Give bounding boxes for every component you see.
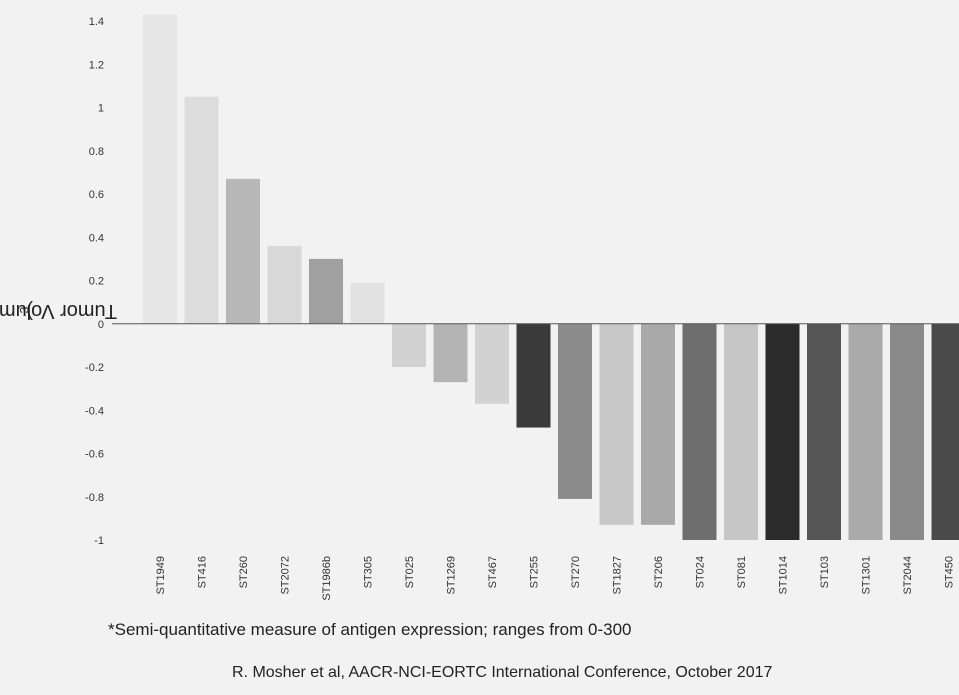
x-tick-label: ST467 — [487, 556, 499, 588]
x-tick-label: ST1269 — [446, 556, 458, 595]
citation: R. Mosher et al, AACR-NCI-EORTC Internat… — [232, 664, 773, 681]
y-tick-label: 0.4 — [89, 232, 104, 244]
y-tick-label: 1.4 — [89, 16, 104, 28]
bar-st081 — [724, 323, 758, 540]
x-tick-label: ST1949 — [155, 556, 167, 595]
bar-st1986b — [309, 258, 343, 324]
bar-st270 — [558, 323, 592, 499]
x-tick-label: ST025 — [404, 556, 416, 588]
bar-st1827 — [599, 323, 634, 525]
bar-st103 — [807, 323, 841, 540]
bar-st1949 — [143, 14, 177, 324]
bar-st467 — [475, 323, 509, 404]
y-tick-label: 0.6 — [89, 189, 104, 201]
x-tick-label: ST1301 — [861, 556, 873, 595]
bar-st1301 — [848, 323, 883, 540]
y-tick-label: -1 — [94, 535, 104, 547]
x-tick-label: ST1986b — [321, 556, 333, 601]
x-tick-label: ST255 — [529, 556, 541, 588]
x-tick-label: ST305 — [363, 556, 375, 588]
x-tick-label: ST1827 — [612, 556, 624, 595]
bar-st2044 — [890, 323, 924, 540]
x-tick-label: ST270 — [570, 556, 582, 588]
bar-st1269 — [433, 323, 468, 383]
bar-st255 — [516, 323, 551, 428]
bar-st1014 — [765, 323, 800, 540]
bar-st025 — [392, 323, 426, 367]
x-tick-label: ST450 — [944, 556, 956, 588]
x-tick-label: ST416 — [197, 556, 209, 588]
bar-st024 — [682, 323, 717, 540]
bar-st450 — [931, 323, 959, 540]
y-tick-label: 0 — [98, 319, 104, 331]
bar-st2072 — [267, 245, 302, 324]
x-tick-label: ST2072 — [280, 556, 292, 595]
y-tick-label: -0.6 — [85, 449, 104, 461]
bar-st305 — [350, 282, 385, 324]
x-tick-label: ST2044 — [902, 556, 914, 595]
x-tick-label: ST260 — [238, 556, 250, 588]
x-tick-label: ST206 — [653, 556, 665, 588]
y-tick-label: 1.2 — [89, 59, 104, 71]
y-tick-label: 1 — [98, 103, 104, 115]
x-tick-label: ST081 — [736, 556, 748, 588]
y-tick-label: 0.8 — [89, 146, 104, 158]
y-tick-label: 0.2 — [89, 276, 104, 288]
y-tick-label: -0.8 — [85, 492, 104, 504]
bar-st260 — [226, 178, 260, 324]
bar-st206 — [641, 323, 675, 525]
x-tick-label: ST103 — [819, 556, 831, 588]
x-tick-label: ST024 — [695, 556, 707, 588]
y-tick-label: -0.4 — [85, 405, 104, 417]
bar-st416 — [184, 96, 219, 324]
y-tick-label: -0.2 — [85, 362, 104, 374]
footnote: *Semi-quantitative measure of antigen ex… — [108, 620, 632, 639]
x-tick-label: ST1014 — [778, 556, 790, 595]
